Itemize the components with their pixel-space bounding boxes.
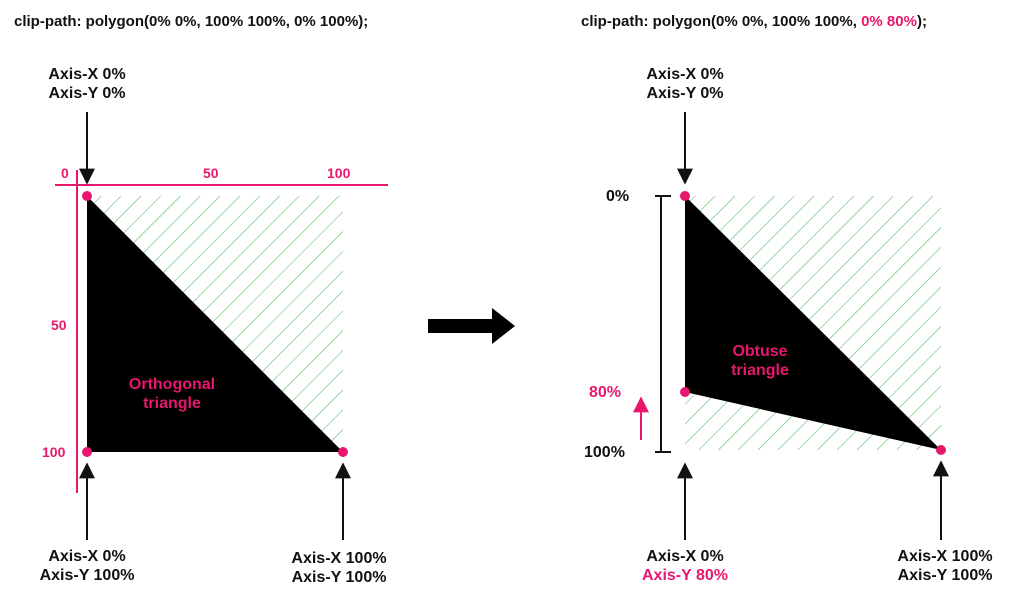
left-top-label: Axis-X 0% Axis-Y 0% xyxy=(40,65,134,103)
left-shape-label-line2: triangle xyxy=(143,395,201,412)
right-code-suffix: ); xyxy=(916,13,927,30)
left-bottom-left-label-y: Axis-Y 100% xyxy=(39,567,135,584)
right-top-label: Axis-X 0% Axis-Y 0% xyxy=(638,65,732,103)
right-bottom-right-label-y: Axis-Y 100% xyxy=(897,567,993,584)
left-top-label-y: Axis-Y 0% xyxy=(48,85,126,102)
right-shape-label-line2: triangle xyxy=(731,362,789,379)
left-code-label: clip-path: polygon(0% 0%, 100% 100%, 0% … xyxy=(14,13,369,30)
left-tick-zero: 0 xyxy=(61,165,69,181)
right-shape-label-line1: Obtuse xyxy=(732,343,788,360)
left-tick-x-50: 50 xyxy=(203,165,219,181)
right-top-label-x: Axis-X 0% xyxy=(646,66,724,83)
right-bottom-left-label: Axis-X 0% Axis-Y 80% xyxy=(620,547,750,585)
right-bottom-right-label: Axis-X 100% Axis-Y 100% xyxy=(880,547,1010,585)
left-orthogonal-triangle xyxy=(87,196,343,452)
left-shape-label-line1: Orthogonal xyxy=(128,376,216,393)
left-bottom-left-label: Axis-X 0% Axis-Y 100% xyxy=(22,547,152,585)
right-code-label: clip-path: polygon(0% 0%, 100% 100%, 0% … xyxy=(581,12,927,31)
left-vertex-bottom-left xyxy=(82,447,92,457)
right-code-prefix: clip-path: polygon(0% 0%, 100% 100%, xyxy=(581,13,862,30)
right-obtuse-triangle xyxy=(685,196,941,450)
right-shape-label: Obtuse triangle xyxy=(700,342,820,380)
left-tick-y-100: 100 xyxy=(42,444,66,460)
left-tick-x-100: 100 xyxy=(327,165,351,181)
left-vertex-bottom-right xyxy=(338,447,348,457)
right-vertex-left-80 xyxy=(680,387,690,397)
right-bottom-left-label-x: Axis-X 0% xyxy=(646,548,724,565)
left-vertex-top-left xyxy=(82,191,92,201)
left-bottom-right-label-y: Axis-Y 100% xyxy=(291,569,387,586)
left-bottom-right-label: Axis-X 100% Axis-Y 100% xyxy=(274,549,404,587)
right-code-highlight: 0% 80% xyxy=(861,13,917,30)
right-scale-top: 0% xyxy=(606,188,630,205)
right-bottom-left-label-y: Axis-Y 80% xyxy=(642,567,728,584)
right-scale-bottom: 100% xyxy=(584,444,625,461)
left-tick-y-50: 50 xyxy=(51,317,67,333)
right-top-label-y: Axis-Y 0% xyxy=(646,85,724,102)
left-shape-label: Orthogonal triangle xyxy=(108,375,236,413)
right-vertex-top-left xyxy=(680,191,690,201)
right-bottom-right-label-x: Axis-X 100% xyxy=(897,548,993,565)
right-scale-mid: 80% xyxy=(589,384,622,401)
left-bottom-left-label-x: Axis-X 0% xyxy=(48,548,126,565)
transition-arrow-icon xyxy=(428,308,515,344)
left-top-label-x: Axis-X 0% xyxy=(48,66,126,83)
left-bottom-right-label-x: Axis-X 100% xyxy=(291,550,387,567)
right-vertex-bottom-right xyxy=(936,445,946,455)
